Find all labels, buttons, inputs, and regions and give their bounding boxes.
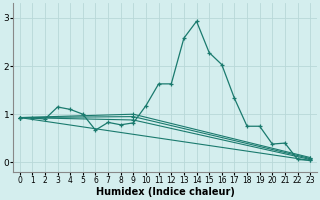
X-axis label: Humidex (Indice chaleur): Humidex (Indice chaleur) (96, 187, 234, 197)
